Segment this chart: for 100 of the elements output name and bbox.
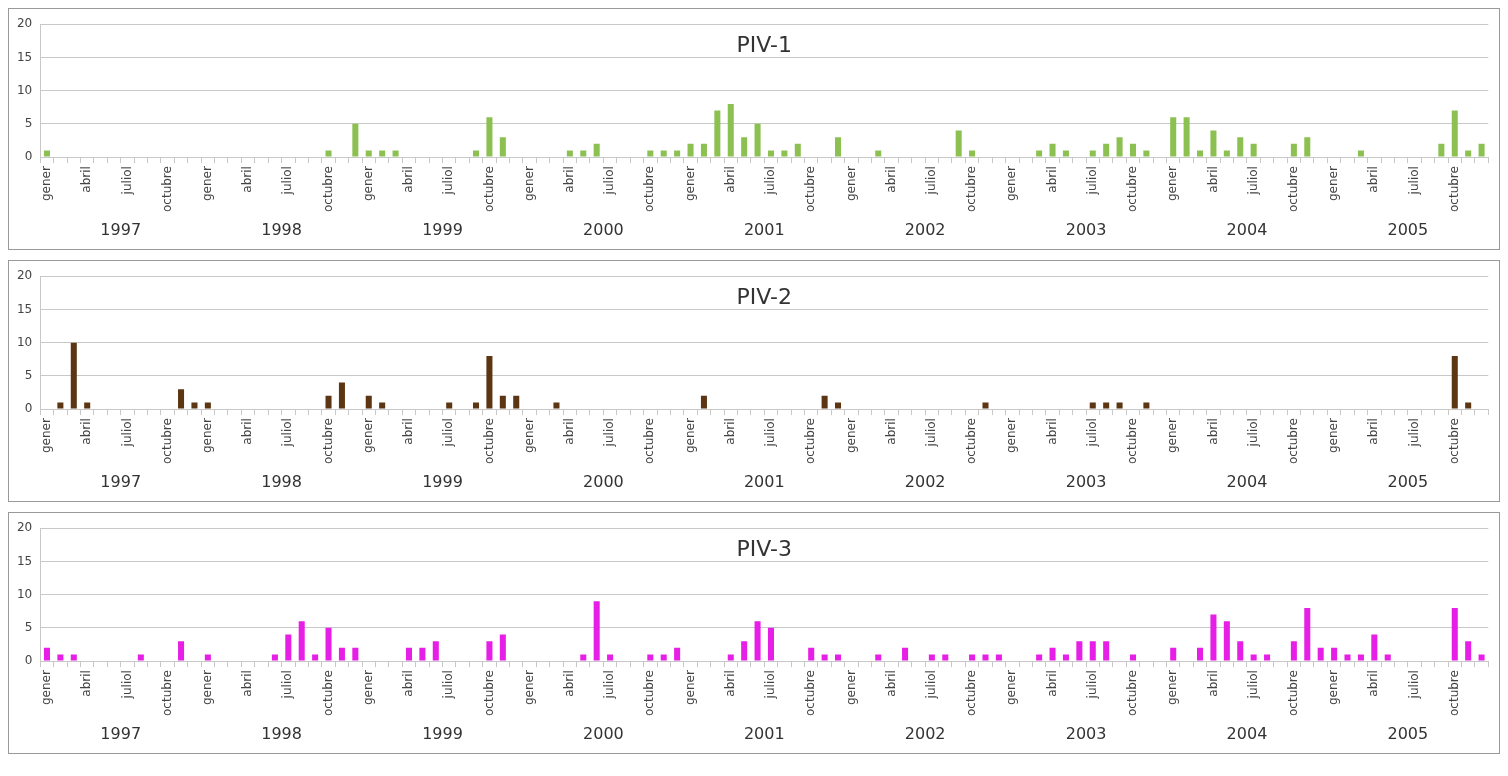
bar xyxy=(727,103,734,157)
bar xyxy=(700,143,707,157)
bar xyxy=(1062,150,1069,157)
x-tick-label: gener xyxy=(843,418,858,453)
bar xyxy=(325,150,332,157)
bar xyxy=(57,402,64,409)
bar xyxy=(486,117,493,157)
bar xyxy=(325,627,332,661)
bar xyxy=(298,621,305,661)
x-tick-label: gener xyxy=(682,670,697,705)
y-tick-label: 5 xyxy=(24,619,33,634)
bar xyxy=(1129,143,1136,157)
x-tick-label: juliol xyxy=(1406,418,1421,448)
bar xyxy=(982,402,989,409)
bar xyxy=(647,654,654,661)
text: 2000 xyxy=(583,220,624,240)
bar xyxy=(727,654,734,661)
x-tick-label: octubre xyxy=(481,670,496,716)
bar xyxy=(446,402,453,409)
bar xyxy=(338,647,345,661)
bar xyxy=(1451,607,1458,661)
x-tick-label: juliol xyxy=(119,670,134,700)
text: 1999 xyxy=(422,220,463,240)
bar xyxy=(754,621,761,661)
x-tick-label: octubre xyxy=(320,670,335,716)
bar xyxy=(1304,137,1311,157)
x-tick-label: abril xyxy=(1366,670,1381,697)
x-tick-label: gener xyxy=(199,166,214,201)
bar xyxy=(1089,641,1096,661)
x-tick-label: juliol xyxy=(602,670,617,700)
x-tick-label: octubre xyxy=(1286,670,1300,716)
text: 1998 xyxy=(261,724,302,744)
x-tick-label: gener xyxy=(521,418,536,453)
bar xyxy=(499,395,506,409)
x-tick-label: juliol xyxy=(763,418,778,448)
x-tick-label: octubre xyxy=(159,670,174,716)
bar xyxy=(714,110,721,157)
text: 2003 xyxy=(1065,472,1107,492)
x-tick-label: juliol xyxy=(602,166,617,196)
bar xyxy=(1465,402,1472,409)
x-tick-label: gener xyxy=(1165,166,1180,201)
x-tick-label: octubre xyxy=(964,418,979,464)
bar xyxy=(1237,137,1244,157)
bar xyxy=(1451,110,1458,157)
bar xyxy=(70,654,77,661)
y-tick-label: 10 xyxy=(16,586,33,601)
bar xyxy=(204,402,211,409)
x-tick-label: juliol xyxy=(924,670,938,700)
bar xyxy=(660,150,667,157)
text: 2005 xyxy=(1387,472,1429,492)
x-tick-label: octubre xyxy=(964,166,979,212)
bar xyxy=(1036,150,1043,157)
x-tick-label: abril xyxy=(1366,418,1381,445)
x-tick-label: abril xyxy=(561,670,576,697)
x-tick-label: gener xyxy=(1004,418,1019,453)
text: 1997 xyxy=(100,472,142,492)
x-tick-label: juliol xyxy=(280,670,295,700)
bar xyxy=(43,647,50,661)
bar xyxy=(982,654,989,661)
bar xyxy=(1357,150,1364,157)
x-tick-label: abril xyxy=(1205,418,1220,445)
y-tick-label: 5 xyxy=(24,115,33,130)
x-tick-label: abril xyxy=(401,166,416,193)
x-tick-label: abril xyxy=(79,166,94,193)
bar xyxy=(1438,143,1445,157)
x-tick-label: octubre xyxy=(481,418,496,464)
bar xyxy=(432,641,439,661)
bar xyxy=(781,150,788,157)
text: 2000 xyxy=(583,472,624,492)
bar xyxy=(486,641,493,661)
bar xyxy=(1089,150,1096,157)
x-tick-label: abril xyxy=(1044,418,1059,445)
x-tick-label: octubre xyxy=(159,166,174,212)
x-tick-label: juliol xyxy=(119,418,134,448)
x-tick-label: gener xyxy=(1165,670,1180,705)
x-tick-label: abril xyxy=(401,670,416,697)
x-tick-label: abril xyxy=(1044,166,1059,193)
bar xyxy=(593,601,600,661)
bar xyxy=(1478,143,1485,157)
x-tick-label: abril xyxy=(240,166,255,193)
bar xyxy=(808,647,815,661)
bar xyxy=(1331,647,1338,661)
bar xyxy=(1049,647,1056,661)
x-tick-label: juliol xyxy=(1084,670,1099,700)
bar xyxy=(365,150,372,157)
x-tick-label: octubre xyxy=(803,670,818,716)
bar xyxy=(1210,614,1217,661)
bar xyxy=(1183,117,1190,157)
bar xyxy=(553,402,560,409)
x-tick-label: juliol xyxy=(1245,670,1260,700)
bar xyxy=(754,123,761,157)
x-tick-label: juliol xyxy=(602,418,617,448)
x-tick-label: juliol xyxy=(1406,670,1421,700)
text: 2002 xyxy=(904,724,946,744)
x-tick-label: gener xyxy=(682,166,697,201)
bar xyxy=(1103,143,1110,157)
bar xyxy=(379,150,386,157)
bar xyxy=(312,654,319,661)
bar xyxy=(1465,150,1472,157)
bar xyxy=(204,654,211,661)
